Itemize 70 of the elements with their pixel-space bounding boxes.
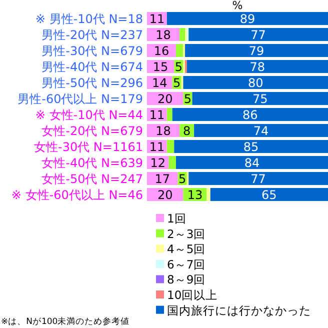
legend-label: 1回 [167,212,186,226]
data-label: 84 [244,156,260,170]
data-label: 80 [248,76,264,90]
y-tick-label: 男性-60代以上 N=179 [18,92,143,106]
data-label: 5 [178,172,186,186]
bar [188,28,328,41]
legend-label: 2～3回 [167,226,206,241]
data-label: 5 [174,60,182,74]
bar [185,44,328,57]
y-tick-label: 女性-50代 N=247 [42,172,143,186]
data-label: 11 [149,108,165,122]
bar [192,92,328,105]
data-label: 74 [253,124,269,138]
bar [206,188,210,201]
legend-label: 10回以上 [167,288,218,302]
data-label: 14 [152,76,168,90]
bar [166,12,328,25]
legend-label: 4～5回 [167,242,206,256]
data-label: 20 [157,92,173,106]
bar [166,140,174,153]
legend-label: 8～9回 [167,272,206,287]
data-label: 85 [243,140,259,154]
data-label: 13 [187,188,203,202]
data-label: 75 [252,92,268,106]
data-label: 17 [154,172,170,186]
data-label: 11 [149,12,165,26]
bar [180,28,186,41]
y-tick-label: 女性-20代 N=679 [42,124,143,138]
data-label: 16 [154,44,170,58]
y-tick-label: 男性-20代 N=237 [42,28,143,42]
y-tick-label: 男性-40代 N=674 [42,60,143,74]
bar [166,108,172,121]
data-label: 11 [149,140,165,154]
data-label: 5 [173,76,181,90]
data-label: 18 [156,28,171,42]
y-tick-label: ※ 女性-60代以上 N=46 [11,188,143,202]
bar [188,172,328,185]
data-label: 77 [250,172,266,186]
data-label: 65 [262,188,277,202]
data-label: 20 [157,188,173,202]
bar [183,76,328,89]
data-label: 79 [248,44,264,58]
bar [194,124,328,137]
bar [168,156,176,169]
data-label: 86 [242,108,258,122]
data-label: 78 [250,60,266,74]
bar [186,60,328,73]
legend-label: 6～7回 [167,257,206,272]
data-label: 89 [240,12,256,26]
data-label: 18 [156,124,171,138]
x-axis-title: % [232,0,243,12]
bar [210,188,328,201]
data-label: 15 [152,60,168,74]
bar [147,172,178,185]
y-tick-label: ※ 男性-10代 N=18 [35,12,143,26]
text: ※は、Nが100未満のため参考値 [1,316,130,327]
y-tick-label: 男性-50代 N=296 [42,76,143,90]
bar [174,140,328,153]
data-label: 77 [250,28,266,42]
legend-label: 国内旅行には行かなかった [167,303,311,318]
bar [176,44,184,57]
bar [172,108,328,121]
y-tick-label: 女性-40代 N=639 [42,156,143,170]
bar [176,156,328,169]
data-label: 8 [183,124,191,138]
y-tick-label: ※ 女性-10代 N=44 [35,108,143,122]
y-tick-label: 女性-30代 N=1161 [34,140,143,154]
y-tick-label: 男性-30代 N=679 [42,44,143,58]
data-label: 5 [184,92,192,106]
data-label: 12 [150,156,166,170]
